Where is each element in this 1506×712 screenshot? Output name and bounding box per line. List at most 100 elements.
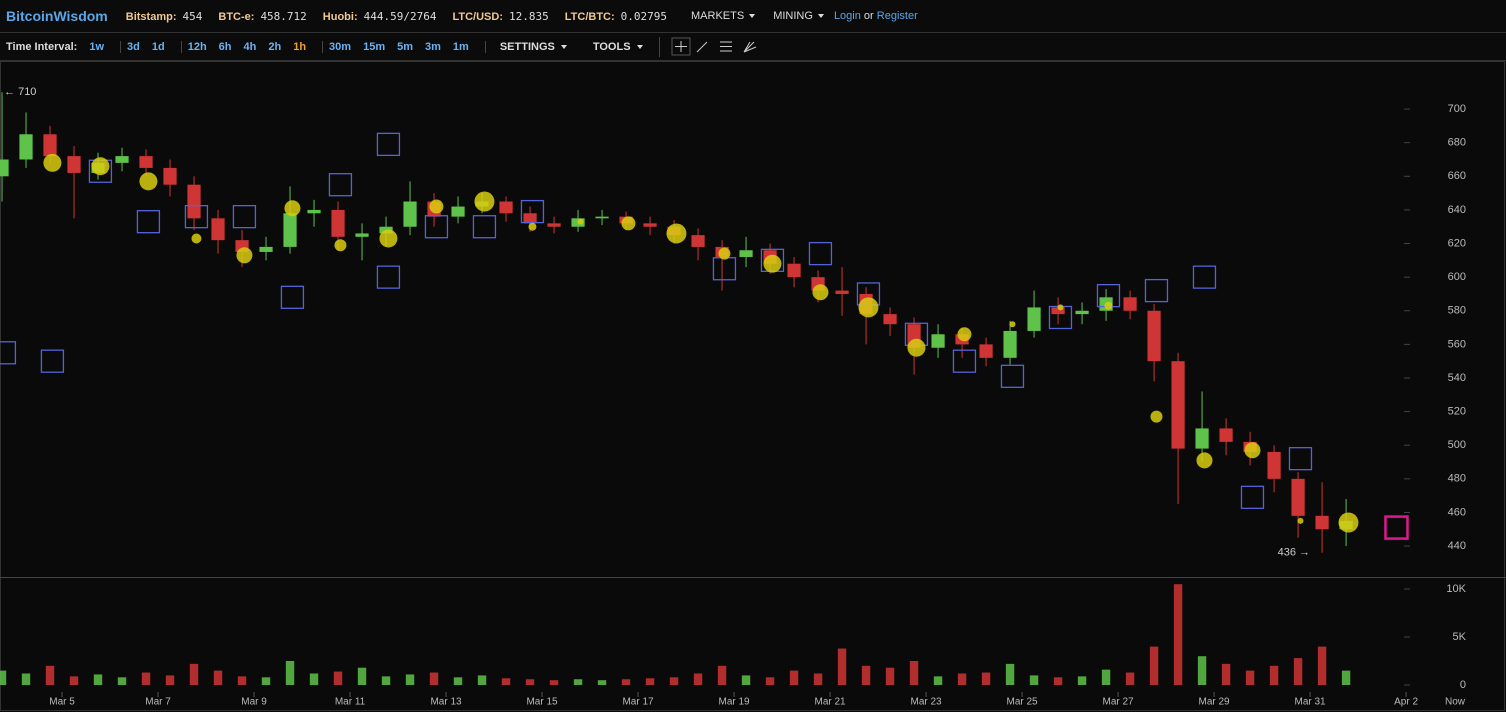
interval-button[interactable]: 2h (268, 41, 282, 53)
volume-bar (789, 670, 799, 686)
interval-button[interactable]: 1w (89, 41, 105, 53)
interval-button[interactable]: 3d (127, 41, 140, 53)
interval-button[interactable]: 12h (187, 41, 207, 53)
interval-button[interactable]: 1h (293, 41, 307, 53)
toolbar-menus: SETTINGS TOOLS (484, 41, 655, 53)
volume-bar (333, 671, 343, 686)
brand[interactable]: BitcoinWisdom (6, 8, 108, 24)
candle-body (547, 223, 561, 227)
y-tick-label: 640 (1448, 204, 1466, 216)
candle-body (787, 263, 801, 278)
trade-circle (858, 297, 879, 318)
interval-button[interactable]: 6h (218, 41, 232, 53)
toolbar-menu[interactable]: SETTINGS (500, 41, 567, 53)
y-tick-label: 500 (1448, 439, 1466, 451)
trade-circle (1338, 512, 1359, 533)
candle-body (1171, 361, 1185, 449)
volume-bar (597, 680, 607, 686)
menu[interactable]: MINING (773, 10, 824, 22)
x-tick-label: Mar 17 (622, 697, 654, 708)
interval-button[interactable]: 1m (452, 41, 469, 53)
x-tick-label: Mar 5 (49, 697, 75, 708)
login-link[interactable]: Login (833, 10, 861, 22)
line-tool[interactable] (696, 41, 707, 53)
volume-bar (1293, 658, 1303, 686)
order-square (1288, 447, 1313, 471)
volume-bar (981, 672, 991, 686)
order-square (40, 349, 65, 373)
candle-body (979, 344, 993, 358)
fan-tool[interactable] (743, 41, 756, 53)
order-square (184, 204, 209, 229)
candle-body (1267, 451, 1281, 479)
y-tick-label: 680 (1448, 137, 1466, 149)
interval-button[interactable]: 4h (243, 41, 257, 53)
interval-button[interactable]: 30m (329, 41, 352, 53)
candle-body (403, 201, 417, 227)
volume-bar (549, 680, 559, 686)
candle-body (307, 209, 321, 214)
order-square (0, 341, 17, 365)
y-tick-label: 440 (1448, 540, 1466, 552)
ticker-value: 454 (182, 9, 203, 23)
menu[interactable]: MARKETS (691, 10, 755, 22)
volume-bar (1269, 665, 1279, 686)
volume-bar (477, 675, 487, 686)
interval-button[interactable]: 15m (363, 41, 386, 53)
candle-body (139, 156, 153, 168)
volume-bar (885, 667, 895, 686)
trade-circle (666, 223, 687, 244)
interval-group: 12h 6h 4h 2h 1h (180, 41, 322, 53)
volume-bar (429, 672, 439, 686)
candle-body (259, 246, 273, 252)
x-tick-label: Mar 11 (335, 697, 366, 708)
hline-tool[interactable] (719, 41, 732, 52)
order-square (520, 199, 545, 224)
candle-body (67, 156, 81, 173)
trade-circle (907, 338, 926, 357)
order-square (232, 204, 257, 229)
y-tick-label: 540 (1448, 372, 1466, 384)
candle-body (355, 233, 369, 237)
candle-body (835, 290, 849, 294)
order-square (424, 215, 449, 239)
ticker-label: LTC/USD: (452, 10, 503, 23)
trade-circle (1150, 410, 1163, 423)
volume-bar (93, 674, 103, 686)
volume-bar (381, 676, 391, 686)
menus: MARKETS MINING (683, 10, 834, 22)
volume-bar (189, 663, 199, 686)
candle-body (595, 216, 609, 219)
candle-body (499, 201, 513, 214)
register-link[interactable]: Register (876, 10, 918, 22)
last-marker (1384, 515, 1409, 540)
crosshair-tool[interactable] (671, 37, 691, 56)
candle-body (451, 206, 465, 217)
volume-bar (405, 674, 415, 686)
interval-group: 1w (83, 41, 120, 53)
order-square (376, 132, 401, 157)
trade-circle (957, 327, 972, 342)
volume-bar (717, 665, 727, 686)
volume-bar (645, 678, 655, 686)
ticker-label: Bitstamp: (125, 10, 177, 23)
tickers: Bitstamp: 454 BTC-e: 458.712 Huobi: 444.59/27… (126, 10, 683, 23)
volume-bar (237, 676, 247, 686)
x-tick-label: Mar 29 (1199, 697, 1231, 708)
trade-circle (718, 247, 731, 260)
candle-body (1219, 428, 1233, 442)
volume-bar (1221, 663, 1231, 686)
toolbar-menu[interactable]: TOOLS (593, 41, 643, 53)
volume-bar (357, 667, 367, 686)
interval-button[interactable]: 3m (425, 41, 441, 53)
interval-button[interactable]: 1d (151, 41, 165, 53)
volume-bar (117, 677, 127, 686)
volume-bar (909, 661, 919, 686)
interval-button[interactable]: 5m (397, 41, 414, 53)
ticker-label: BTC-e: (218, 10, 255, 23)
volume-bar (141, 672, 151, 686)
candle-body (643, 223, 657, 227)
candle-body (187, 184, 201, 219)
volume-bar (1077, 676, 1087, 686)
candle-body (1003, 330, 1017, 358)
